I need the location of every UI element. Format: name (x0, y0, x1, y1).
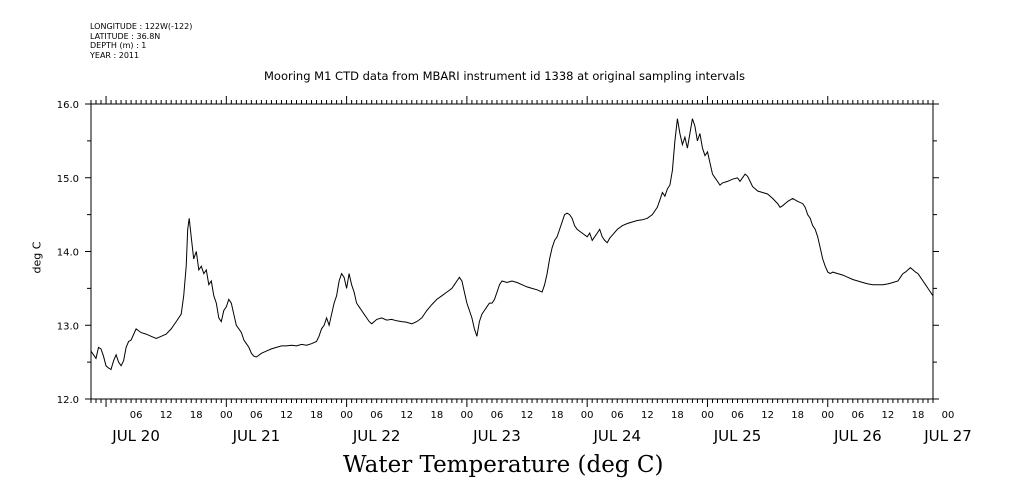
x-day-label: JUL 21 (232, 427, 281, 445)
x-hour-label: 12 (882, 410, 895, 421)
y-tick-label: 16.0 (57, 100, 79, 111)
metadata-block: LONGITUDE : 122W(-122) LATITUDE : 36.8N … (90, 22, 192, 60)
x-hour-label: 00 (942, 410, 955, 421)
x-hour-label: 06 (370, 410, 383, 421)
depth-text: DEPTH (m) : 1 (90, 41, 147, 50)
x-day-label: JUL 22 (352, 427, 401, 445)
x-hour-label: 12 (761, 410, 774, 421)
y-tick-label: 14.0 (57, 248, 79, 259)
plot-frame (90, 103, 934, 400)
x-axis-label: Water Temperature (deg C) (343, 452, 664, 478)
x-day-label: JUL 20 (111, 427, 160, 445)
y-tick-label: 12.0 (57, 395, 79, 406)
x-day-label: JUL 27 (923, 427, 972, 445)
x-hour-label: 12 (280, 410, 293, 421)
x-hour-label: 00 (220, 410, 233, 421)
x-hour-label: 00 (821, 410, 834, 421)
x-hour-label: 06 (611, 410, 624, 421)
x-hour-label: 12 (641, 410, 654, 421)
y-tick-label: 15.0 (57, 174, 79, 185)
x-hour-label: 12 (160, 410, 173, 421)
x-hour-label: 00 (701, 410, 714, 421)
x-hour-label: 18 (190, 410, 203, 421)
x-day-label: JUL 25 (713, 427, 762, 445)
temperature-series-line (90, 118, 934, 371)
x-hour-label: 00 (461, 410, 474, 421)
x-hour-label: 00 (581, 410, 594, 421)
y-tick-label: 13.0 (57, 321, 79, 332)
latitude-text: LATITUDE : 36.8N (90, 31, 161, 41)
x-hour-label: 18 (912, 410, 925, 421)
x-day-label: JUL 23 (472, 427, 521, 445)
x-hour-label: 06 (851, 410, 864, 421)
chart-title: Mooring M1 CTD data from MBARI instrumen… (264, 69, 745, 83)
x-hour-label: 06 (130, 410, 143, 421)
chart-tick-labels: 12.0 13.0 14.0 15.0 16.0 06 12 18 00 06 12 18 00 06 12… (57, 100, 972, 445)
x-hour-label: 06 (250, 410, 263, 421)
chart-ticks (85, 96, 939, 407)
x-day-label: JUL 24 (592, 427, 641, 445)
chart-axes (90, 103, 934, 400)
x-hour-label: 06 (491, 410, 504, 421)
x-hour-label: 06 (731, 410, 744, 421)
longitude-text: LONGITUDE : 122W(-122) (90, 22, 193, 31)
x-hour-label: 18 (671, 410, 684, 421)
x-hour-label: 12 (400, 410, 413, 421)
x-hour-label: 18 (310, 410, 323, 421)
x-hour-label: 18 (791, 410, 804, 421)
x-hour-label: 00 (340, 410, 353, 421)
year-text: YEAR : 2011 (90, 50, 140, 60)
x-hour-label: 18 (430, 410, 443, 421)
x-hour-label: 12 (521, 410, 534, 421)
x-day-label: JUL 26 (833, 427, 882, 445)
x-hour-label: 18 (551, 410, 564, 421)
